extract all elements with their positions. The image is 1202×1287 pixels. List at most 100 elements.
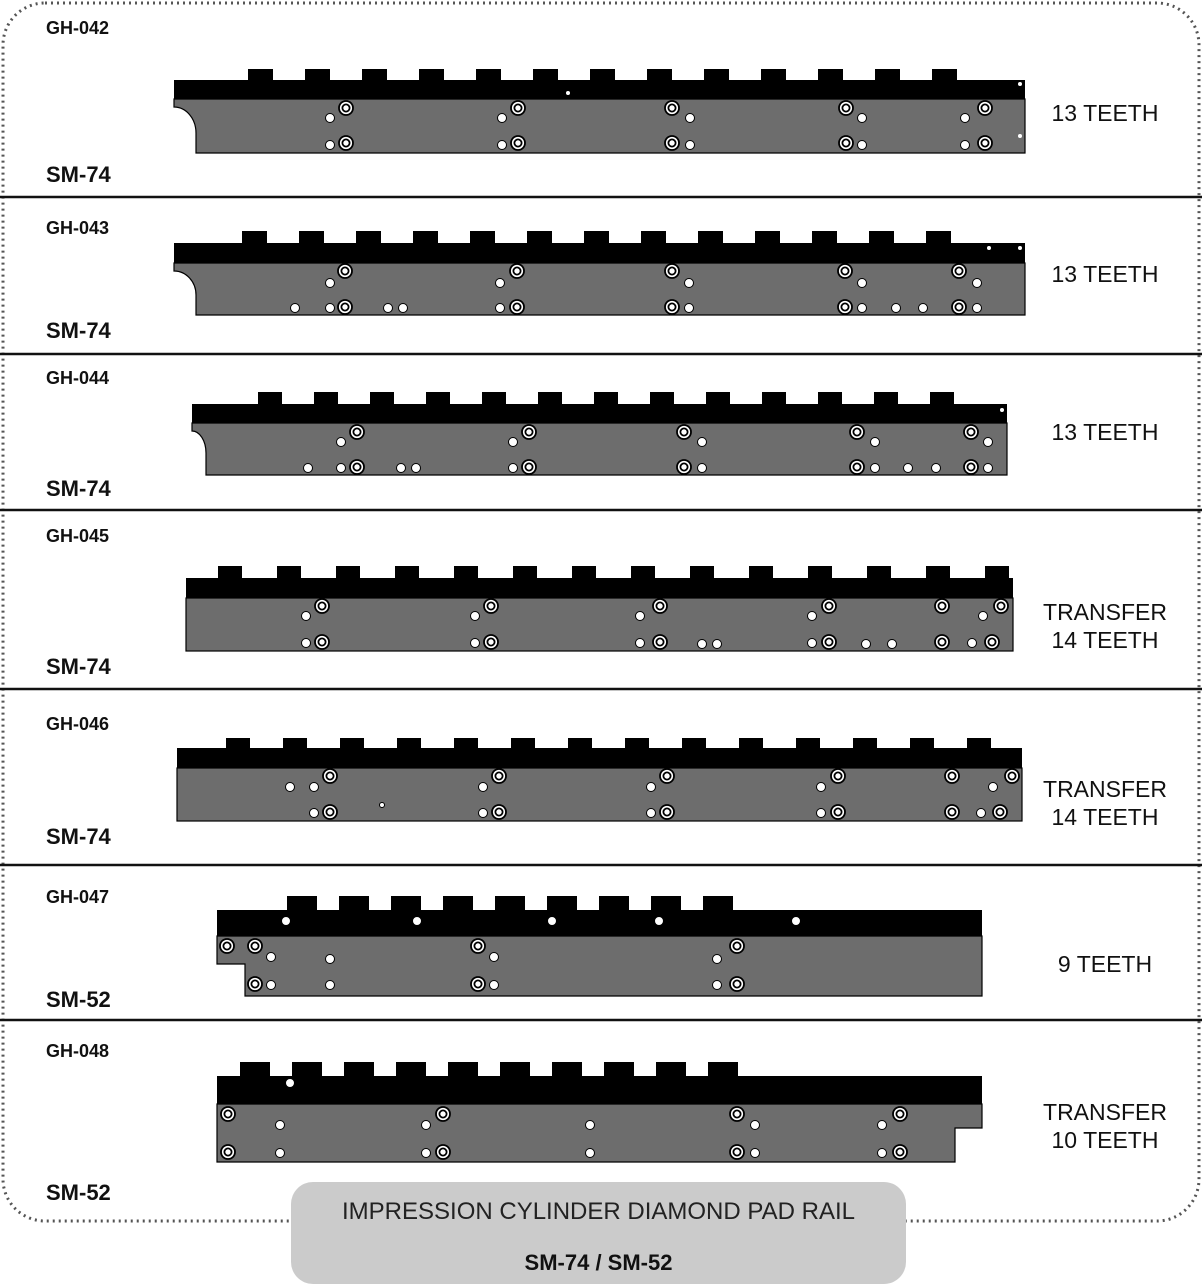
rail-tooth — [396, 1062, 426, 1077]
teeth-line: 14 TEETH — [1051, 804, 1159, 830]
rail-tooth — [470, 231, 495, 244]
bolt-hole-inner — [833, 807, 843, 817]
pin-hole — [697, 639, 707, 649]
bolt-hole-inner — [980, 103, 990, 113]
bolt-hole-inner — [980, 138, 990, 148]
bolt-hole-inner — [840, 302, 850, 312]
teeth-label: 13 TEETH — [1020, 418, 1190, 446]
rail-tooth — [869, 231, 894, 244]
part-code: GH-048 — [46, 1041, 110, 1061]
bolt-hole-inner — [937, 637, 947, 647]
bolt-hole-inner — [473, 979, 483, 989]
pin-hole — [398, 303, 408, 313]
rail-tooth — [604, 1062, 634, 1077]
pin-hole — [478, 782, 488, 792]
bolt-hole-inner — [494, 771, 504, 781]
bolt-hole-inner — [895, 1109, 905, 1119]
pin-hole — [807, 638, 817, 648]
pin-hole — [301, 638, 311, 648]
bolt-hole-inner — [987, 637, 997, 647]
rail-tooth — [818, 69, 843, 81]
pin-hole — [960, 140, 970, 150]
pin-hole — [325, 113, 335, 123]
rail-body — [216, 1103, 983, 1163]
teeth-line: TRANSFER — [1043, 1099, 1167, 1125]
rail-tooth — [339, 896, 369, 911]
bolt-hole-inner — [995, 807, 1005, 817]
machine-model: SM-52 — [46, 1180, 111, 1205]
rail-tooth — [443, 896, 473, 911]
pin-hole — [495, 303, 505, 313]
rail-tooth — [867, 566, 891, 579]
bolt-hole-inner — [954, 266, 964, 276]
footer-subtitle: SM-74 / SM-52 — [524, 1250, 673, 1275]
pin-hole — [750, 1148, 760, 1158]
pin-hole — [301, 611, 311, 621]
pin-hole — [816, 808, 826, 818]
machine-model: SM-74 — [46, 476, 111, 501]
pin-hole — [960, 113, 970, 123]
rail-drawing — [191, 392, 1008, 476]
pin-hole — [635, 611, 645, 621]
pin-hole — [495, 278, 505, 288]
pin-hole — [685, 140, 695, 150]
rail-tooth — [572, 566, 596, 579]
footer-title: IMPRESSION CYLINDER DIAMOND PAD RAIL — [342, 1198, 855, 1225]
bolt-hole-inner — [250, 979, 260, 989]
pin-hole — [412, 916, 422, 926]
rail-top-band — [174, 80, 1025, 99]
rail-tooth — [930, 392, 954, 405]
pin-hole — [697, 437, 707, 447]
rail-tooth — [395, 566, 419, 579]
bolt-hole-inner — [947, 771, 957, 781]
pin-hole — [1018, 82, 1022, 86]
rail-tooth — [552, 1062, 582, 1077]
pin-hole — [585, 1120, 595, 1130]
rail-tooth — [599, 896, 629, 911]
bolt-hole-inner — [486, 601, 496, 611]
teeth-line: TRANSFER — [1043, 599, 1167, 625]
pin-hole — [489, 952, 499, 962]
pin-hole — [857, 113, 867, 123]
rail-drawing — [216, 896, 983, 997]
rail-tooth — [283, 738, 307, 749]
bolt-hole-inner — [223, 1109, 233, 1119]
rail-tooth — [651, 896, 681, 911]
pin-hole — [697, 463, 707, 473]
pin-hole — [988, 782, 998, 792]
pin-hole — [918, 303, 928, 313]
bolt-hole-inner — [824, 601, 834, 611]
pin-hole — [978, 611, 988, 621]
pin-hole — [383, 303, 393, 313]
bolt-hole-inner — [325, 807, 335, 817]
rail-tooth — [818, 392, 842, 405]
pin-hole — [646, 782, 656, 792]
bolt-hole-inner — [352, 462, 362, 472]
rail-tooth — [926, 231, 951, 244]
pin-hole — [336, 463, 346, 473]
rail-tooth — [336, 566, 360, 579]
pin-hole — [421, 1120, 431, 1130]
rail-tooth — [476, 69, 501, 81]
rail-drawing — [173, 231, 1026, 316]
rail-drawing — [173, 69, 1026, 154]
bolt-hole-inner — [223, 1147, 233, 1157]
rail-tooth — [340, 738, 364, 749]
teeth-label: TRANSFER 14 TEETH — [1020, 598, 1190, 654]
pin-hole — [972, 303, 982, 313]
rail-tooth — [932, 69, 957, 81]
part-code: GH-042 — [46, 18, 110, 38]
bolt-hole-inner — [824, 637, 834, 647]
pin-hole — [470, 611, 480, 621]
rail-tooth — [413, 231, 438, 244]
rail-tooth — [590, 69, 615, 81]
pin-hole — [470, 638, 480, 648]
pin-hole — [396, 463, 406, 473]
rail-tooth — [538, 392, 562, 405]
bolt-hole-inner — [494, 807, 504, 817]
pin-hole — [325, 278, 335, 288]
rail-tooth — [874, 392, 898, 405]
pin-hole — [547, 916, 557, 926]
pin-hole — [379, 802, 385, 808]
pin-hole — [816, 782, 826, 792]
